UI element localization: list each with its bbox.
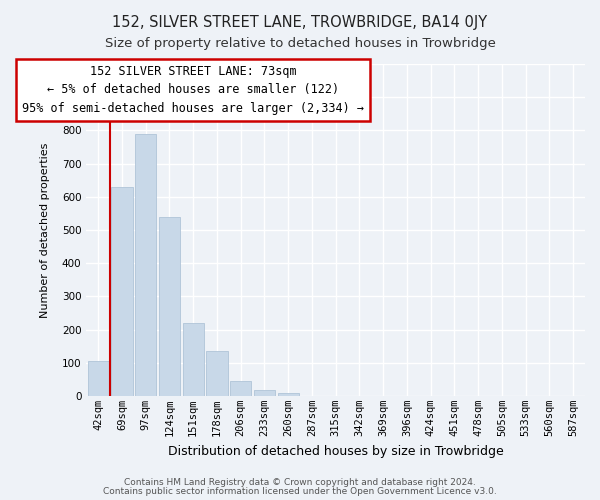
Text: Size of property relative to detached houses in Trowbridge: Size of property relative to detached ho… [104,38,496,51]
Bar [254,390,275,396]
Y-axis label: Number of detached properties: Number of detached properties [40,142,50,318]
Bar [111,187,133,396]
Bar [88,361,109,396]
Bar [182,323,204,396]
Bar [135,134,157,396]
Bar [206,351,227,396]
Text: 152 SILVER STREET LANE: 73sqm
← 5% of detached houses are smaller (122)
95% of s: 152 SILVER STREET LANE: 73sqm ← 5% of de… [22,65,364,115]
Bar [159,216,180,396]
Text: Contains public sector information licensed under the Open Government Licence v3: Contains public sector information licen… [103,487,497,496]
Text: Contains HM Land Registry data © Crown copyright and database right 2024.: Contains HM Land Registry data © Crown c… [124,478,476,487]
X-axis label: Distribution of detached houses by size in Trowbridge: Distribution of detached houses by size … [168,444,503,458]
Bar [230,381,251,396]
Bar [278,392,299,396]
Text: 152, SILVER STREET LANE, TROWBRIDGE, BA14 0JY: 152, SILVER STREET LANE, TROWBRIDGE, BA1… [112,15,488,30]
